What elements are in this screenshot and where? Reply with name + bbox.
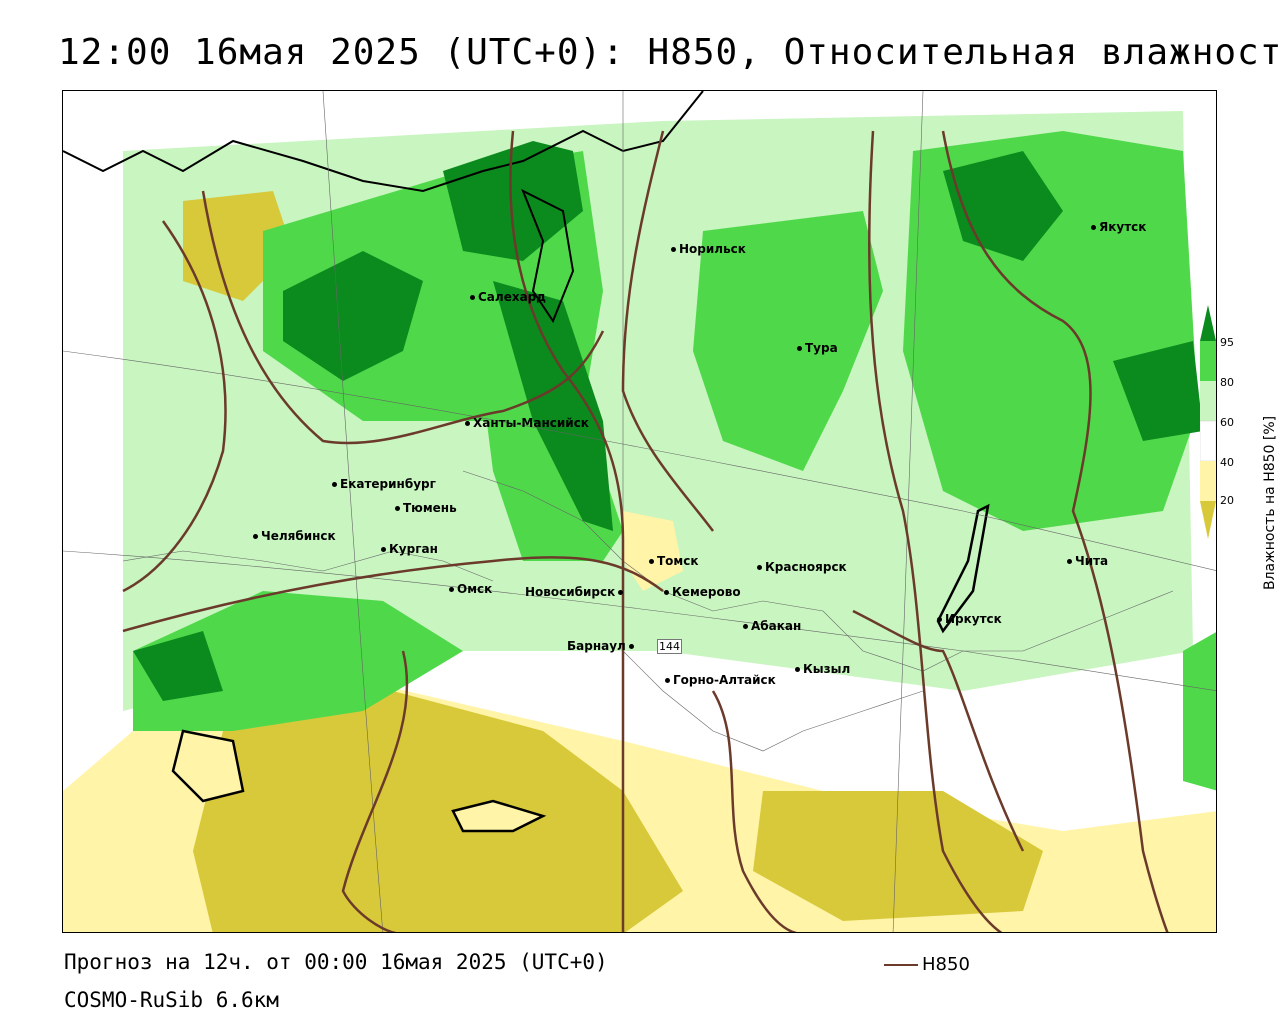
city-dot	[1091, 225, 1096, 230]
colorbar-tick: 60	[1220, 416, 1234, 429]
isoline-label: 144	[657, 639, 682, 654]
city-label: Абакан	[743, 619, 801, 633]
map-canvas	[63, 91, 1216, 932]
model-name: COSMO-RuSib 6.6км	[64, 988, 279, 1012]
city-label: Курган	[381, 542, 438, 556]
city-dot	[649, 559, 654, 564]
city-dot	[465, 421, 470, 426]
city-dot	[253, 534, 258, 539]
city-dot	[618, 590, 624, 595]
city-dot	[743, 624, 748, 629]
city-dot	[797, 346, 802, 351]
colorbar-tick: 80	[1220, 376, 1234, 389]
city-label: Екатеринбург	[332, 477, 436, 491]
city-label: Омск	[449, 582, 492, 596]
colorbar-label: Влажность на H850 [%]	[1262, 415, 1278, 590]
city-dot	[381, 547, 386, 552]
colorbar-tick: 20	[1220, 494, 1234, 507]
city-label: Иркутск	[937, 612, 1002, 626]
city-label: Томск	[649, 554, 699, 568]
city-dot	[665, 678, 670, 683]
city-label: Горно-Алтайск	[665, 673, 776, 687]
city-label: Тура	[797, 341, 838, 355]
city-dot	[628, 644, 634, 649]
city-dot	[664, 590, 669, 595]
city-dot	[395, 506, 400, 511]
city-dot	[332, 482, 337, 487]
colorbar-tick: 95	[1220, 336, 1234, 349]
city-label: Салехард	[470, 290, 546, 304]
forecast-info: Прогноз на 12ч. от 00:00 16мая 2025 (UTC…	[64, 950, 608, 974]
city-label: Барнаул	[567, 639, 637, 653]
humidity-map: 144	[62, 90, 1217, 933]
city-dot	[795, 667, 800, 672]
city-label: Норильск	[671, 242, 746, 256]
map-title: 12:00 16мая 2025 (UTC+0): H850, Относите…	[58, 32, 1280, 73]
colorbar	[1200, 305, 1216, 539]
city-label: Кызыл	[795, 662, 850, 676]
city-dot	[449, 587, 454, 592]
city-label: Тюмень	[395, 501, 457, 515]
city-dot	[937, 617, 942, 622]
city-label: Кемерово	[664, 585, 741, 599]
legend-label: H850	[922, 954, 970, 975]
city-label: Чита	[1067, 554, 1108, 568]
city-label: Якутск	[1091, 220, 1146, 234]
city-label: Челябинск	[253, 529, 336, 543]
city-dot	[671, 247, 676, 252]
city-dot	[470, 295, 475, 300]
city-dot	[757, 565, 762, 570]
city-dot	[1067, 559, 1072, 564]
legend-line-sample	[884, 964, 918, 966]
city-label: Новосибирск	[525, 585, 626, 599]
city-label: Красноярск	[757, 560, 847, 574]
colorbar-tick: 40	[1220, 456, 1234, 469]
city-label: Ханты-Мансийск	[465, 416, 589, 430]
